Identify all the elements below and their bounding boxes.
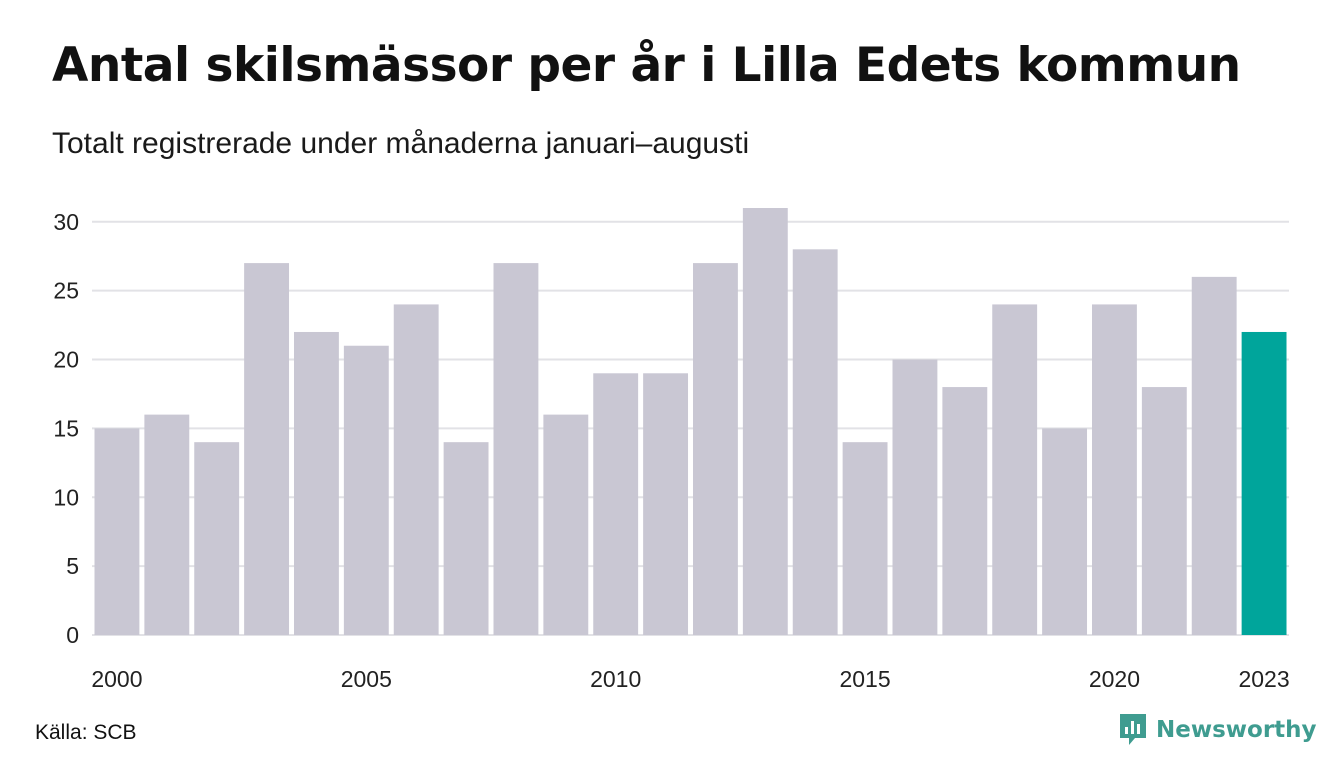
bar-2004 xyxy=(294,331,339,635)
bar-2016 xyxy=(892,359,938,635)
bar-2007 xyxy=(443,442,489,635)
bar-2011 xyxy=(643,373,689,635)
newsworthy-logo-icon xyxy=(1120,714,1146,745)
x-tick-label: 2015 xyxy=(839,666,890,692)
x-axis-ticks: 2000 2005 2010 2015 2020 2023 xyxy=(91,666,1289,692)
bar-2001 xyxy=(144,414,190,635)
brand-logo: Newsworthy xyxy=(1118,712,1317,748)
bar-2012 xyxy=(693,263,738,635)
x-tick-label: 2000 xyxy=(91,666,142,692)
bar-2008 xyxy=(493,263,539,635)
gridlines xyxy=(92,220,1289,636)
bar-2014 xyxy=(792,249,838,635)
y-tick-label: 5 xyxy=(66,553,79,579)
y-tick-label: 25 xyxy=(53,278,79,304)
y-tick-label: 0 xyxy=(66,622,79,648)
chart-subtitle: Totalt registrerade under månaderna janu… xyxy=(52,127,750,160)
x-tick-label: 2023 xyxy=(1238,666,1289,692)
bar-2006 xyxy=(393,304,439,635)
x-tick-label: 2005 xyxy=(341,666,392,692)
bar-2003 xyxy=(244,263,290,635)
y-axis-ticks: 0 5 10 15 20 25 30 xyxy=(53,209,79,648)
y-tick-label: 20 xyxy=(53,347,79,373)
bar-2013 xyxy=(742,208,788,635)
bars xyxy=(94,208,1287,635)
y-tick-label: 30 xyxy=(53,209,79,235)
bar-2020 xyxy=(1092,304,1137,635)
bar-2000 xyxy=(94,428,140,635)
x-tick-label: 2010 xyxy=(590,666,641,692)
bar-2010 xyxy=(593,373,639,635)
chart-title: Antal skilsmässor per år i Lilla Edets k… xyxy=(52,38,1241,93)
brand-name: Newsworthy xyxy=(1156,717,1317,743)
bar-chart: 0 5 10 15 20 25 30 2000 2005 2010 2015 2020 2023 xyxy=(53,208,1290,692)
y-tick-label: 10 xyxy=(53,484,79,510)
bar-2005 xyxy=(343,345,389,635)
bar-2018 xyxy=(992,304,1038,635)
bar-2019 xyxy=(1042,428,1088,635)
x-tick-label: 2020 xyxy=(1089,666,1140,692)
bar-2023 xyxy=(1241,331,1287,635)
bar-2022 xyxy=(1191,276,1237,635)
bar-2002 xyxy=(194,442,240,635)
bar-2009 xyxy=(543,414,589,635)
bar-2021 xyxy=(1141,387,1187,635)
bar-2017 xyxy=(942,387,988,635)
y-tick-label: 15 xyxy=(53,415,79,441)
source-note: Källa: SCB xyxy=(35,721,137,744)
bar-2015 xyxy=(842,442,888,635)
